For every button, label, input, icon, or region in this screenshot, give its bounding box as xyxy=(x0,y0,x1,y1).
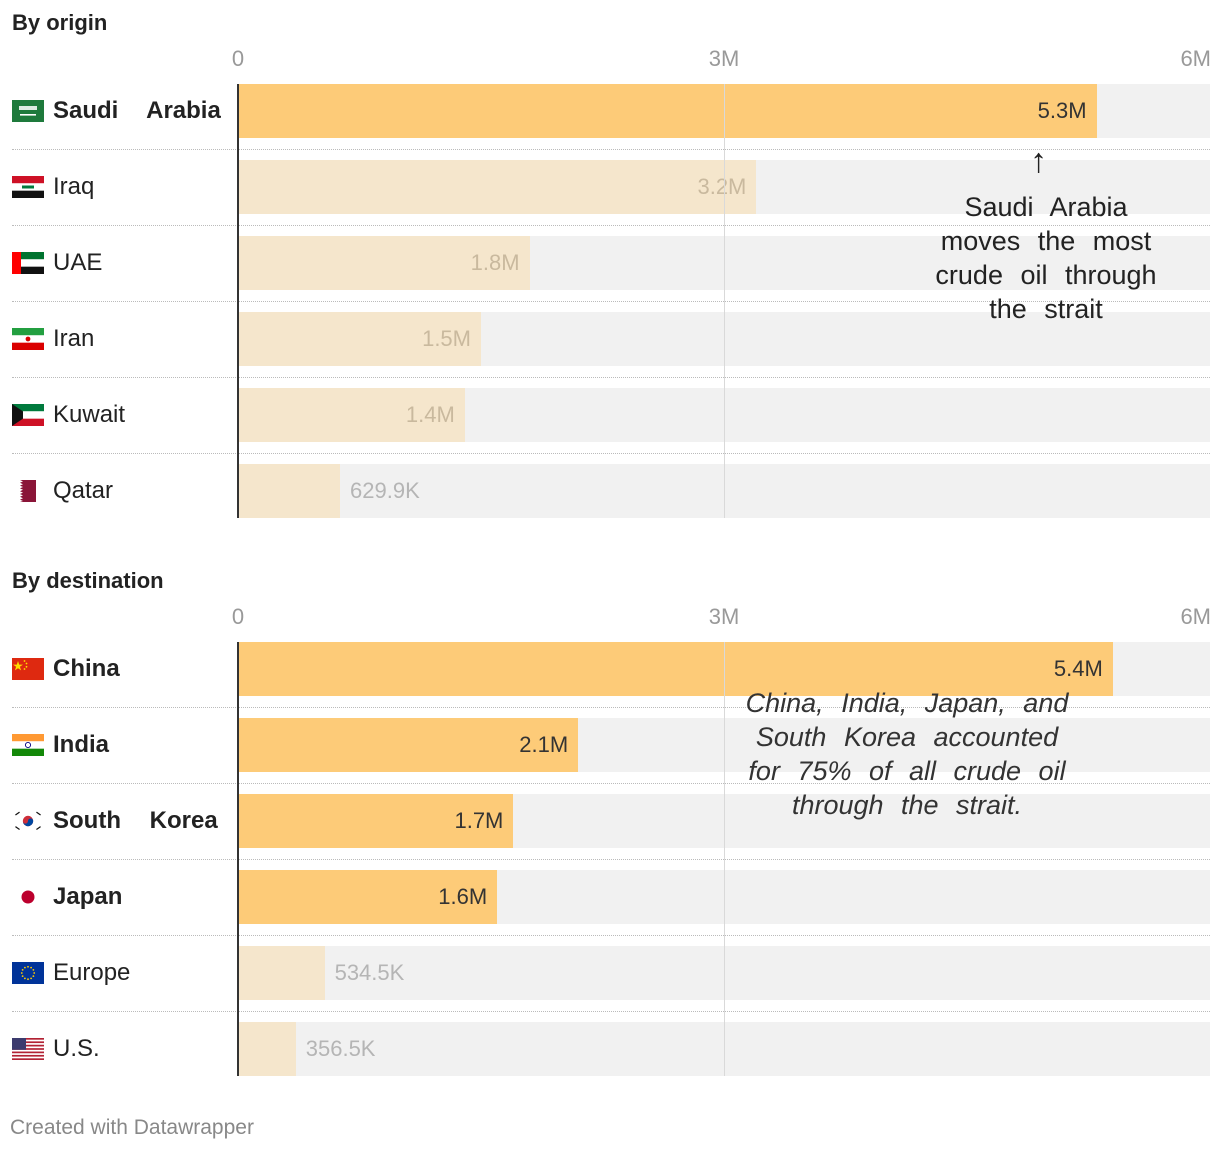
category-label: Iran xyxy=(12,312,94,366)
bar[interactable] xyxy=(238,718,579,772)
axis-tick-label: 6M xyxy=(1180,46,1211,71)
bar[interactable] xyxy=(238,464,341,518)
uae-flag-icon xyxy=(12,252,44,274)
bar-value-label: 534.5K xyxy=(334,960,405,985)
bar[interactable] xyxy=(238,84,1097,138)
row-separator xyxy=(12,225,1210,226)
bar-value-label: 1.6M xyxy=(438,884,488,909)
south-korea-flag-icon xyxy=(12,810,44,832)
japan-flag-icon xyxy=(12,886,44,908)
bar-value-label: 629.9K xyxy=(350,478,420,503)
bar-value-label: 1.5M xyxy=(422,326,471,351)
category-name: Iran xyxy=(53,325,95,352)
europe-flag-icon xyxy=(12,962,44,984)
bar[interactable] xyxy=(238,870,498,924)
category-name: Kuwait xyxy=(53,401,126,428)
saudi-arabia-flag-icon xyxy=(12,100,44,122)
iraq-flag-icon xyxy=(12,176,44,198)
bar[interactable] xyxy=(238,388,465,442)
origin-title: By origin xyxy=(12,10,108,35)
axis-tick-label: 3M xyxy=(708,46,740,71)
category-name: India xyxy=(53,731,110,758)
bar[interactable] xyxy=(238,642,1113,696)
row-separator xyxy=(12,301,1210,302)
row-separator xyxy=(12,707,1210,708)
gridline-mid xyxy=(724,84,725,518)
bar-value-label: 3.2M xyxy=(697,174,747,199)
bar[interactable] xyxy=(238,794,514,848)
bar-value-label: 5.4M xyxy=(1053,656,1103,681)
category-label: Iraq xyxy=(12,160,94,214)
category-name: Iraq xyxy=(53,173,95,200)
bar-value-label: 1.8M xyxy=(470,250,520,275)
row-separator xyxy=(12,783,1210,784)
bar-row: 1.6M Japan xyxy=(0,870,1220,924)
category-label: Kuwait xyxy=(12,388,125,442)
origin-chart: By origin 0 3M 6M 5.3M Saudi Arabia 3.2M Iraq 1… xyxy=(0,0,1220,530)
bar-value-label: 5.3M xyxy=(1037,98,1087,123)
gridline-mid xyxy=(724,642,725,1076)
chart-annotation: Saudi Arabia moves the most crude oil th… xyxy=(935,192,1157,324)
axis-tick-label: 3M xyxy=(708,604,740,629)
category-label: Qatar xyxy=(12,464,113,518)
category-label: South Korea xyxy=(12,794,218,848)
axis-tick-label: 6M xyxy=(1180,604,1211,629)
bar[interactable] xyxy=(238,312,481,366)
bar-row: 1.4M Kuwait xyxy=(0,388,1220,442)
category-label: Japan xyxy=(12,870,122,924)
category-name: China xyxy=(53,655,120,682)
bar[interactable] xyxy=(238,1022,296,1076)
qatar-flag-icon xyxy=(20,480,36,502)
category-name: Europe xyxy=(53,959,131,986)
row-separator xyxy=(12,1011,1210,1012)
category-label: U.S. xyxy=(12,1022,100,1076)
us-flag-icon xyxy=(12,1038,44,1060)
category-name: Japan xyxy=(53,883,123,910)
category-label: India xyxy=(12,718,109,772)
category-label: Europe xyxy=(12,946,130,1000)
destination-title: By destination xyxy=(12,568,164,593)
axis-tick-label: 0 xyxy=(231,46,245,71)
category-name: UAE xyxy=(53,249,103,276)
kuwait-flag-icon xyxy=(12,404,44,426)
axis-tick-label: 0 xyxy=(231,604,245,629)
category-label: Saudi Arabia xyxy=(12,84,221,138)
annotation-arrow-icon: ↑ xyxy=(1030,142,1047,180)
row-separator xyxy=(12,935,1210,936)
bar-row: 629.9K Qatar xyxy=(0,464,1220,518)
india-flag-icon xyxy=(12,734,44,756)
category-name: Qatar xyxy=(53,477,114,504)
bar[interactable] xyxy=(238,236,530,290)
category-label: China xyxy=(12,642,120,696)
chart-annotation: China, India, Japan, and South Korea acc… xyxy=(745,688,1069,820)
category-name: U.S. xyxy=(53,1035,100,1062)
bar-value-label: 356.5K xyxy=(305,1036,376,1061)
row-separator xyxy=(12,453,1210,454)
category-name: Saudi Arabia xyxy=(53,97,221,124)
row-separator xyxy=(12,149,1210,150)
bar-value-label: 1.7M xyxy=(454,808,504,833)
iran-flag-icon xyxy=(12,328,44,350)
category-name: South Korea xyxy=(53,807,218,834)
row-separator xyxy=(12,377,1210,378)
row-separator xyxy=(12,859,1210,860)
footer-credit[interactable]: Created with Datawrapper xyxy=(10,1116,254,1139)
bar[interactable] xyxy=(238,160,757,214)
bar-row: 5.3M Saudi Arabia xyxy=(0,84,1220,138)
category-label: UAE xyxy=(12,236,102,290)
bar-value-label: 1.4M xyxy=(405,402,455,427)
bar-row: 356.5K U.S. xyxy=(0,1022,1220,1076)
bar[interactable] xyxy=(238,946,325,1000)
destination-chart: By destination 0 3M 6M 5.4M China 2.1M India 1.… xyxy=(0,558,1220,1088)
bar-row: 534.5K Europe xyxy=(0,946,1220,1000)
baseline-zero xyxy=(237,642,239,1076)
china-flag-icon xyxy=(12,658,44,680)
baseline-zero xyxy=(237,84,239,518)
bar-value-label: 2.1M xyxy=(519,732,569,757)
